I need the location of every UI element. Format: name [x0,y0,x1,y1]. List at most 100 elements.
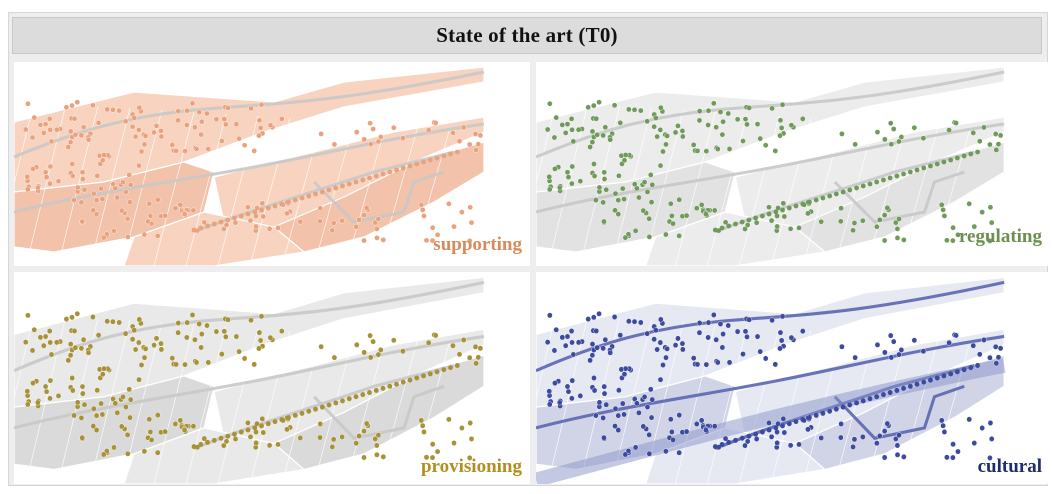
tree-row-symbol [968,151,974,157]
tree-row-symbol [394,167,399,173]
tree-symbol [631,318,638,325]
tree-symbol [769,105,775,112]
tree-row-symbol [874,179,880,185]
tree-symbol [367,141,374,147]
tree-row-symbol [407,163,413,169]
tree-symbol [74,99,81,106]
tree-symbol [475,354,482,361]
tree-symbol [236,135,242,142]
tree-symbol [80,176,86,182]
tree-symbol [363,205,370,211]
label-regulating: regulating [958,226,1042,247]
tree-symbol [568,116,575,122]
tree-symbol [742,116,749,122]
tree-symbol [79,218,85,225]
tree-symbol [370,126,376,132]
tree-symbol [148,220,155,227]
tree-symbol [725,110,732,117]
tree-symbol [780,415,787,422]
tree-symbol [71,197,77,203]
tree-symbol [221,328,228,335]
tree-symbol [622,365,629,372]
tree-symbol [717,321,724,327]
tree-symbol [93,211,100,217]
tree-symbol [734,328,741,335]
tree-symbol [894,235,901,241]
tree-row-symbol [454,363,460,369]
tree-row-symbol [326,402,332,408]
tree-symbol [472,131,479,137]
tree-symbol [158,133,165,140]
field-boundary [409,340,451,484]
tree-symbol [596,310,602,317]
tree-symbol [99,411,106,418]
field-boundary [898,338,939,484]
tree-symbol [569,377,576,384]
tree-row-symbol [914,381,920,387]
tree-row-symbol [948,157,954,163]
tree-symbol [111,444,117,451]
field-boundary [281,332,323,484]
tree-symbol [74,310,81,317]
tree-symbol [753,219,760,226]
tree-symbol [353,223,360,230]
tree-row-symbol [333,400,339,406]
tree-symbol [94,173,100,179]
tree-symbol [658,104,664,111]
tree-symbol [638,319,644,326]
tree-symbol [318,131,324,137]
tree-symbol [719,131,726,138]
tree-symbol [850,227,856,234]
tree-symbol [644,330,650,337]
tree-symbol [778,337,785,344]
tree-symbol [799,328,806,335]
tree-symbol [589,139,596,145]
tree-symbol [245,204,251,210]
tree-symbol [622,451,629,458]
field-boundary [643,109,684,266]
tree-row-symbol [286,199,291,205]
tree-symbol [950,224,956,231]
tree-row-symbol [441,367,447,373]
tree-symbol [594,344,600,351]
tree-symbol [450,130,456,136]
tree-symbol [987,455,993,461]
tree-symbol [434,448,441,455]
tree-symbol [896,351,902,358]
road [312,384,445,440]
tree-symbol [553,114,560,121]
tree-symbol [976,351,983,358]
tree-symbol [55,178,62,184]
tree-symbol [669,429,675,435]
tree-symbol [675,335,681,342]
tree-symbol [223,438,230,445]
tree-symbol [640,423,647,430]
tree-symbol [600,414,606,421]
tree-symbol [154,233,161,239]
tree-symbol [616,173,622,179]
tree-symbol [559,122,566,128]
tree-symbol [626,106,632,113]
tree-symbol [901,237,907,243]
tree-symbol [769,317,775,324]
tree-symbol [649,396,656,403]
tree-symbol [69,375,76,381]
tree-symbol [653,115,659,121]
tree-symbol [992,343,999,350]
tree-symbol [429,237,436,244]
tree-row-symbol [360,392,366,398]
tree-symbol [663,354,669,361]
tree-row-symbol [373,387,379,393]
tree-symbol [703,211,709,217]
tree-symbol [37,122,44,128]
field-boundary [313,121,355,266]
tree-symbol [703,148,710,154]
tree-symbol [162,212,168,219]
tree-symbol [781,213,788,220]
tree-symbol [48,138,55,145]
tree-symbol [63,104,70,111]
tree-symbol [796,225,802,231]
tree-symbol [248,105,254,112]
tree-symbol [754,121,761,127]
tree-symbol [148,437,155,443]
